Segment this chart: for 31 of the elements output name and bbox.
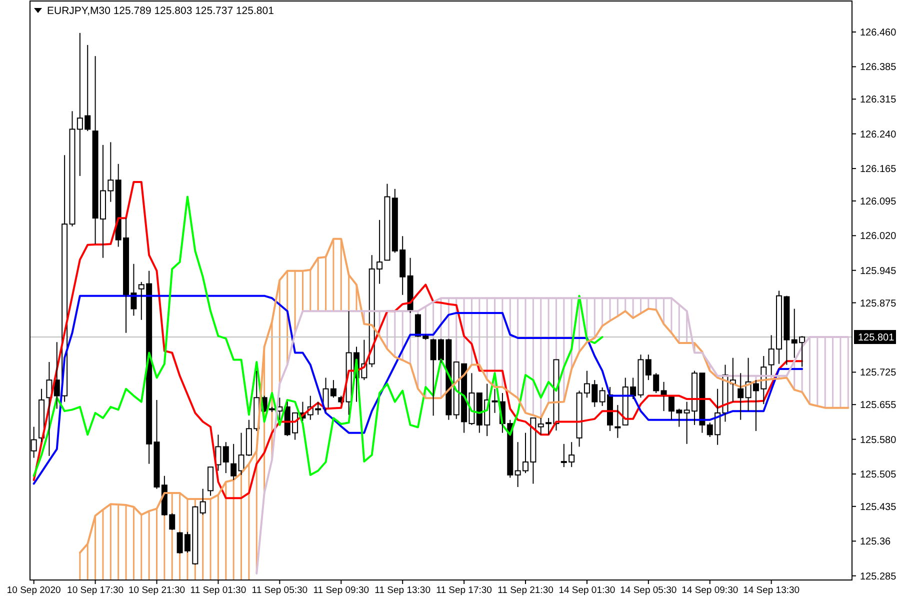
y-tick-label: 126.385: [860, 62, 897, 74]
y-tick-label: 126.020: [860, 231, 897, 242]
x-tick-label: 11 Sep 01:30: [190, 585, 246, 596]
x-tick-label: 14 Sep 09:30: [682, 585, 738, 596]
y-tick-label: 125.580: [860, 434, 897, 446]
x-tick-label: 11 Sep 05:30: [252, 585, 308, 596]
x-tick-label: 14 Sep 05:30: [620, 585, 677, 596]
y-tick-label: 126.240: [860, 129, 897, 140]
y-tick-label: 125.435: [860, 502, 897, 513]
x-tick-label: 11 Sep 09:30: [313, 585, 370, 596]
x-tick-label: 10 Sep 21:30: [128, 585, 186, 596]
y-tick-label: 125.945: [860, 266, 897, 277]
ref-line-label: 125.801: [858, 332, 895, 344]
y-tick-label: 125.285: [860, 571, 897, 582]
x-tick-label: 11 Sep 21:30: [498, 585, 554, 596]
x-tick-label: 11 Sep 17:30: [436, 585, 492, 596]
x-tick-label: 10 Sep 2020: [6, 585, 61, 596]
chart-title: EURJPY,M30 125.789 125.803 125.737 125.801: [47, 5, 274, 17]
x-tick-label: 14 Sep 01:30: [558, 585, 616, 596]
y-tick-label: 125.725: [860, 368, 897, 379]
y-tick-label: 125.655: [860, 400, 897, 412]
y-tick-label: 126.460: [860, 28, 897, 39]
y-tick-label: 126.315: [860, 94, 897, 106]
y-tick-label: 125.875: [860, 298, 897, 310]
y-tick-label: 126.095: [860, 196, 897, 208]
x-tick-label: 14 Sep 13:30: [743, 585, 800, 596]
y-tick-label: 126.165: [860, 164, 897, 176]
y-tick-label: 125.505: [860, 470, 897, 481]
x-tick-label: 10 Sep 17:30: [67, 585, 124, 596]
x-tick-label: 11 Sep 13:30: [374, 585, 431, 596]
y-tick-label: 125.36: [860, 536, 892, 548]
